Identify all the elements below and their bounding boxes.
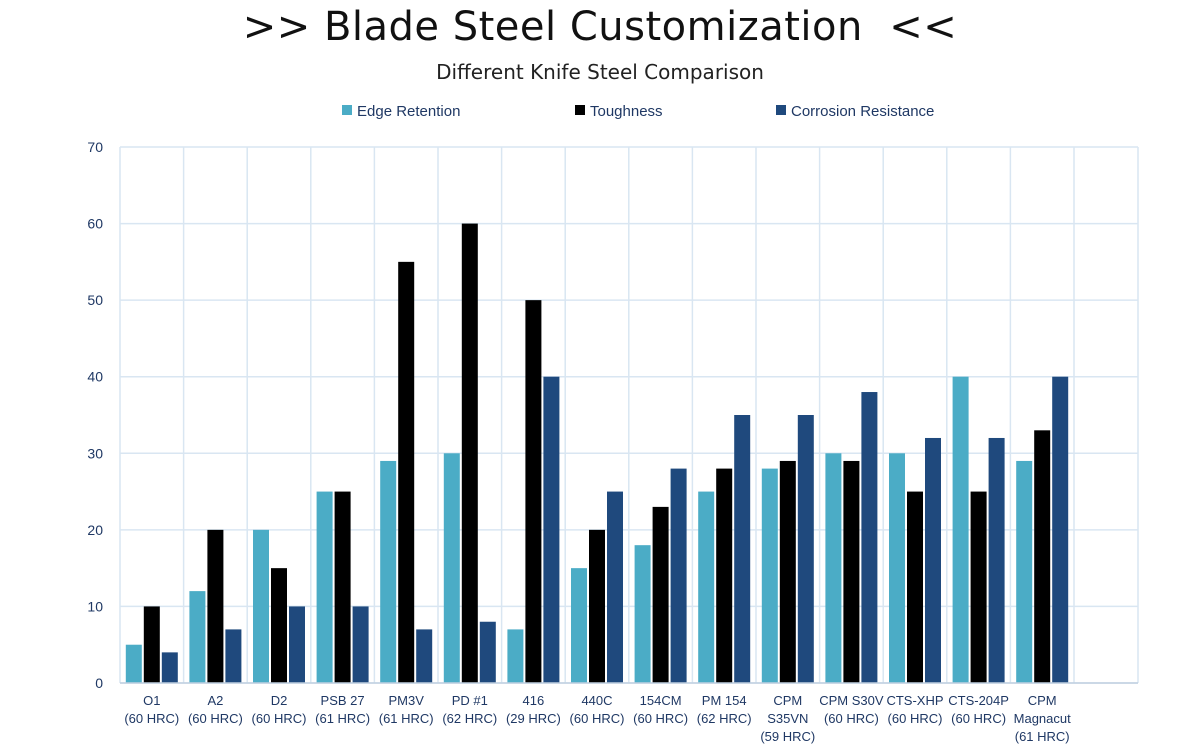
bar-corrosion-resistance	[416, 629, 433, 683]
bar-edge-retention	[253, 529, 269, 683]
legend-swatch	[342, 105, 352, 115]
x-tick-label: (62 HRC)	[697, 711, 752, 726]
bar-corrosion-resistance	[289, 606, 305, 683]
bar-edge-retention	[380, 460, 397, 683]
bar-toughness	[589, 529, 605, 683]
bar-toughness	[652, 506, 669, 683]
x-tick-label: CTS-204P	[948, 693, 1009, 708]
bar-corrosion-resistance	[734, 415, 751, 683]
x-tick-label: (60 HRC)	[633, 711, 688, 726]
x-tick-label: PD #1	[452, 693, 488, 708]
bar-toughness	[271, 568, 287, 683]
x-axis: O1 (60 HRC) A2 (60 HRC) D2 (60 HRC) PSB 27 (61 …	[120, 682, 1138, 744]
chart-title: >> Blade Steel Customization <<	[242, 4, 958, 50]
x-tick-label: A2	[207, 693, 223, 708]
chart-subtitle: Different Knife Steel Comparison	[436, 60, 764, 84]
bar-edge-retention	[571, 568, 587, 683]
y-tick-label: 0	[95, 675, 103, 691]
bar-corrosion-resistance	[607, 491, 623, 683]
bar-toughness	[970, 491, 987, 683]
x-tick-label: (62 HRC)	[442, 711, 497, 726]
bar-edge-retention	[889, 453, 905, 683]
bars	[125, 223, 1069, 684]
x-tick-label: PM 154	[702, 693, 747, 708]
bar-edge-retention	[316, 491, 333, 683]
x-tick-label: 154CM	[640, 693, 682, 708]
bar-toughness	[334, 491, 351, 683]
bar-corrosion-resistance	[225, 629, 242, 683]
y-tick-label: 10	[87, 598, 103, 614]
bar-edge-retention	[825, 453, 842, 683]
x-tick-label: (60 HRC)	[252, 711, 307, 726]
x-tick-label: (61 HRC)	[379, 711, 434, 726]
bar-edge-retention	[1016, 460, 1033, 683]
y-tick-label: 70	[87, 139, 103, 155]
bar-corrosion-resistance	[1052, 376, 1069, 683]
x-tick-label: (60 HRC)	[824, 711, 879, 726]
bar-toughness	[843, 460, 860, 683]
bar-corrosion-resistance	[861, 392, 878, 683]
bar-corrosion-resistance	[988, 437, 1005, 683]
bar-toughness	[907, 491, 923, 683]
x-tick-label: (29 HRC)	[506, 711, 561, 726]
bar-corrosion-resistance	[161, 652, 178, 683]
bar-corrosion-resistance	[925, 437, 941, 683]
legend-swatch	[575, 105, 585, 115]
x-tick-label: (61 HRC)	[315, 711, 370, 726]
x-tick-label: (60 HRC)	[888, 711, 943, 726]
bar-toughness	[716, 468, 733, 683]
x-tick-label: CPM	[1028, 693, 1057, 708]
bar-edge-retention	[125, 644, 142, 683]
bar-corrosion-resistance	[797, 415, 814, 683]
y-axis: 0 10 20 30 40 50 60 70	[87, 139, 103, 691]
legend: Edge Retention Toughness Corrosion Resista…	[342, 103, 934, 120]
x-tick-label: D2	[271, 693, 288, 708]
y-tick-label: 40	[87, 369, 103, 385]
bar-toughness	[779, 460, 796, 683]
legend-label: Corrosion Resistance	[791, 103, 934, 120]
bar-edge-retention	[952, 376, 969, 683]
x-tick-label: (60 HRC)	[951, 711, 1006, 726]
y-tick-label: 20	[87, 522, 103, 538]
x-tick-label: PM3V	[388, 693, 424, 708]
x-tick-label: S35VN	[767, 711, 808, 726]
bar-toughness	[525, 300, 542, 683]
x-tick-label: (59 HRC)	[760, 729, 815, 744]
x-tick-label: 440C	[581, 693, 612, 708]
x-tick-label: PSB 27	[321, 693, 365, 708]
bar-edge-retention	[507, 629, 524, 683]
x-tick-label: Magnacut	[1014, 711, 1071, 726]
bar-toughness	[398, 261, 415, 683]
bar-corrosion-resistance	[543, 376, 560, 683]
x-tick-label: CPM	[773, 693, 802, 708]
bar-edge-retention	[634, 545, 651, 683]
x-tick-label: CPM S30V	[819, 693, 884, 708]
x-tick-label: (61 HRC)	[1015, 729, 1070, 744]
x-tick-label: (60 HRC)	[124, 711, 179, 726]
bar-corrosion-resistance	[352, 606, 369, 683]
bar-corrosion-resistance	[479, 621, 496, 683]
y-tick-label: 30	[87, 445, 103, 461]
y-tick-label: 60	[87, 216, 103, 232]
legend-swatch	[776, 105, 786, 115]
x-tick-label: CTS-XHP	[886, 693, 943, 708]
bar-edge-retention	[189, 591, 206, 683]
bar-toughness	[207, 529, 224, 683]
bar-toughness	[1034, 430, 1051, 683]
bar-corrosion-resistance	[670, 468, 687, 683]
legend-label: Toughness	[590, 103, 663, 120]
bar-edge-retention	[698, 491, 715, 683]
bar-edge-retention	[443, 453, 460, 683]
y-tick-label: 50	[87, 292, 103, 308]
legend-label: Edge Retention	[357, 103, 460, 120]
bar-edge-retention	[761, 468, 778, 683]
x-tick-label: 416	[523, 693, 545, 708]
x-tick-label: O1	[143, 693, 160, 708]
x-tick-label: (60 HRC)	[188, 711, 243, 726]
x-tick-label: (60 HRC)	[570, 711, 625, 726]
bar-toughness	[143, 606, 160, 683]
bar-toughness	[461, 223, 478, 684]
